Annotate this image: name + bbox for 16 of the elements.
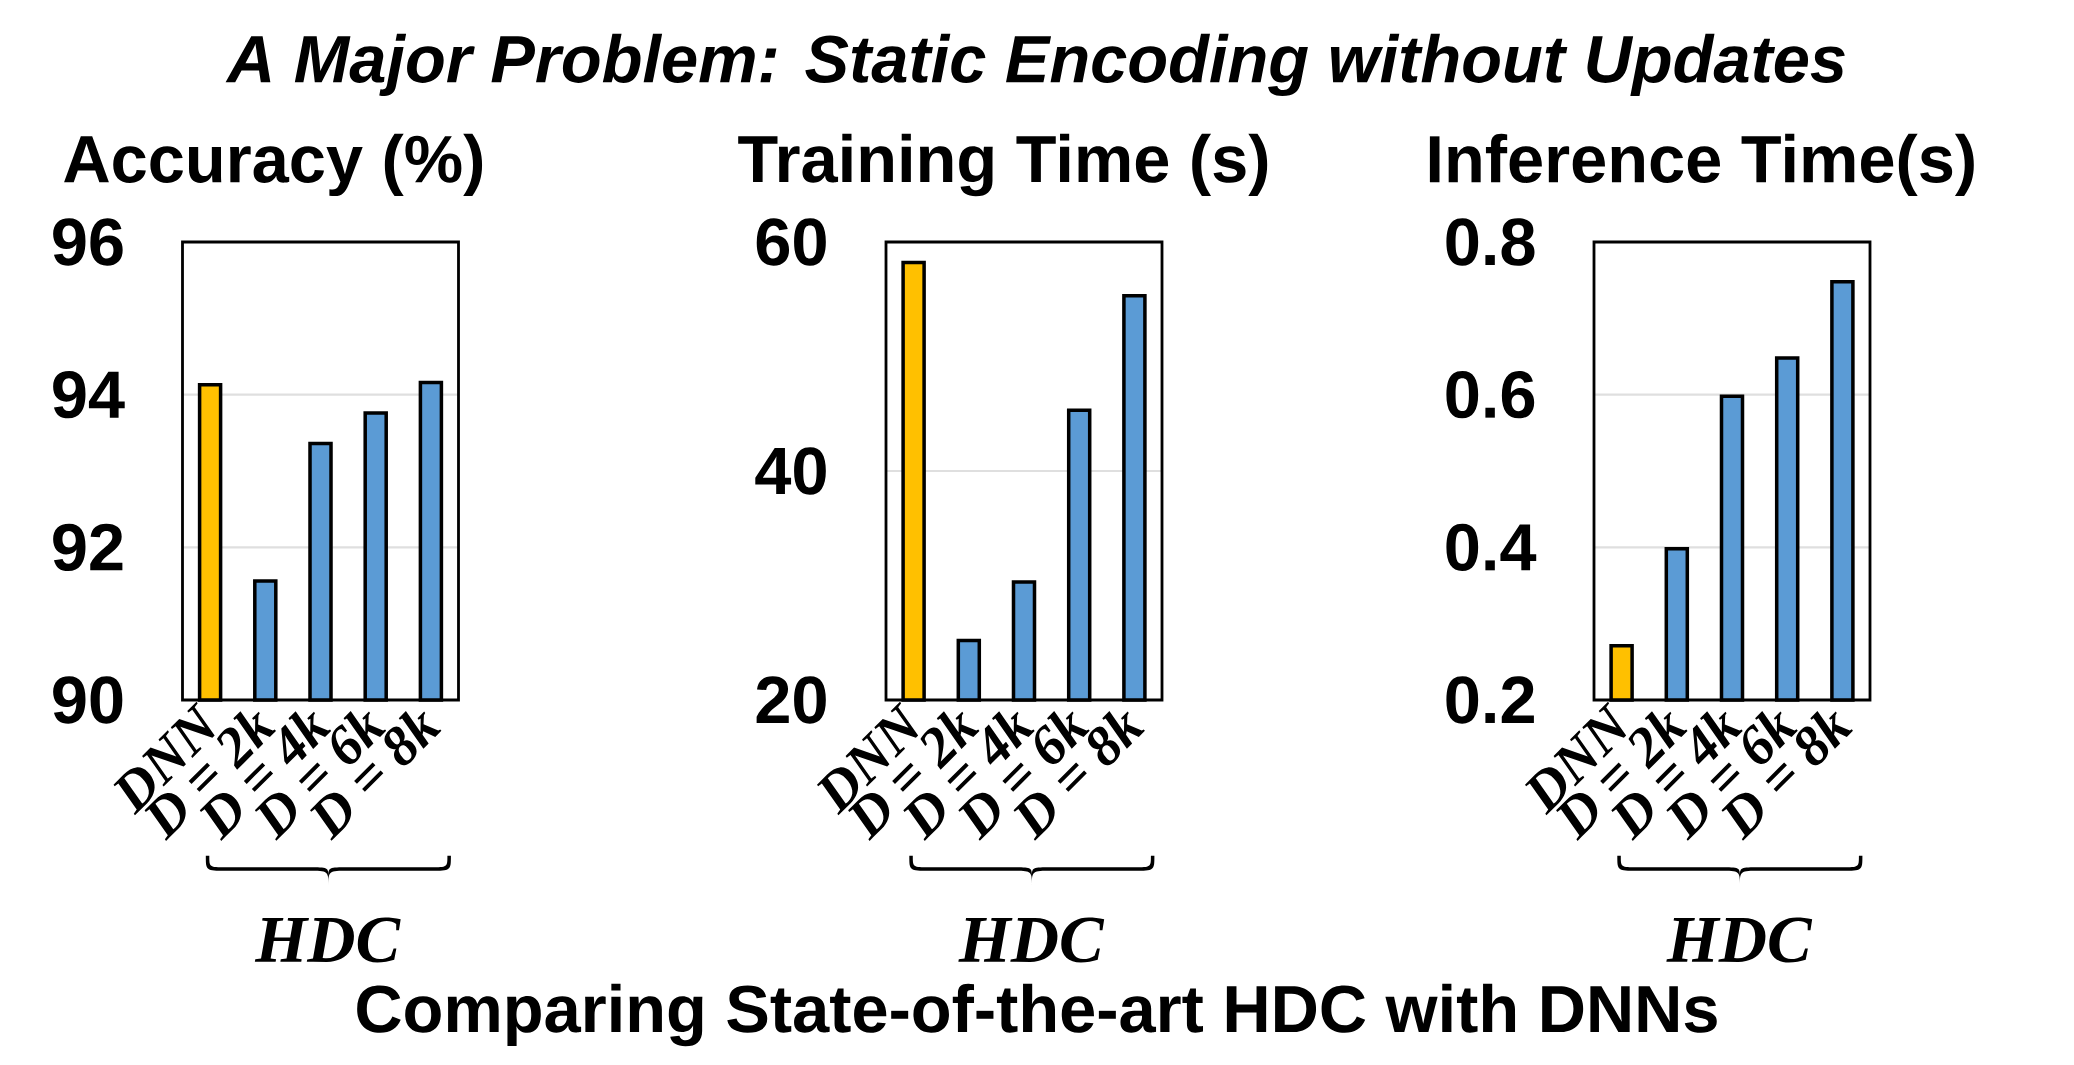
text: Comparing State-of-the-art HDC with DNNs	[357, 983, 1717, 1047]
y-axis-title: Inference Time(s)	[1429, 133, 1974, 197]
y-tick-label: 60	[756, 218, 826, 266]
y-tick-label: 92	[53, 523, 123, 571]
y-axis-title: Training Time (s)	[738, 133, 1268, 197]
text: HDC	[254, 917, 401, 963]
y-axis-title: Accuracy (%)	[64, 133, 483, 197]
text: HDC	[958, 917, 1105, 963]
y-tick-label: 96	[53, 218, 123, 266]
y-tick-label: 0.6	[1446, 371, 1535, 419]
text: A Major Problem: Static Encoding without Updates	[225, 33, 1845, 97]
y-tick-label: 94	[53, 371, 125, 419]
y-tick-label: 40	[755, 447, 826, 495]
y-tick-label: 0.8	[1446, 218, 1535, 266]
y-tick-label: 0.4	[1446, 523, 1537, 571]
text: HDC	[1666, 917, 1813, 963]
